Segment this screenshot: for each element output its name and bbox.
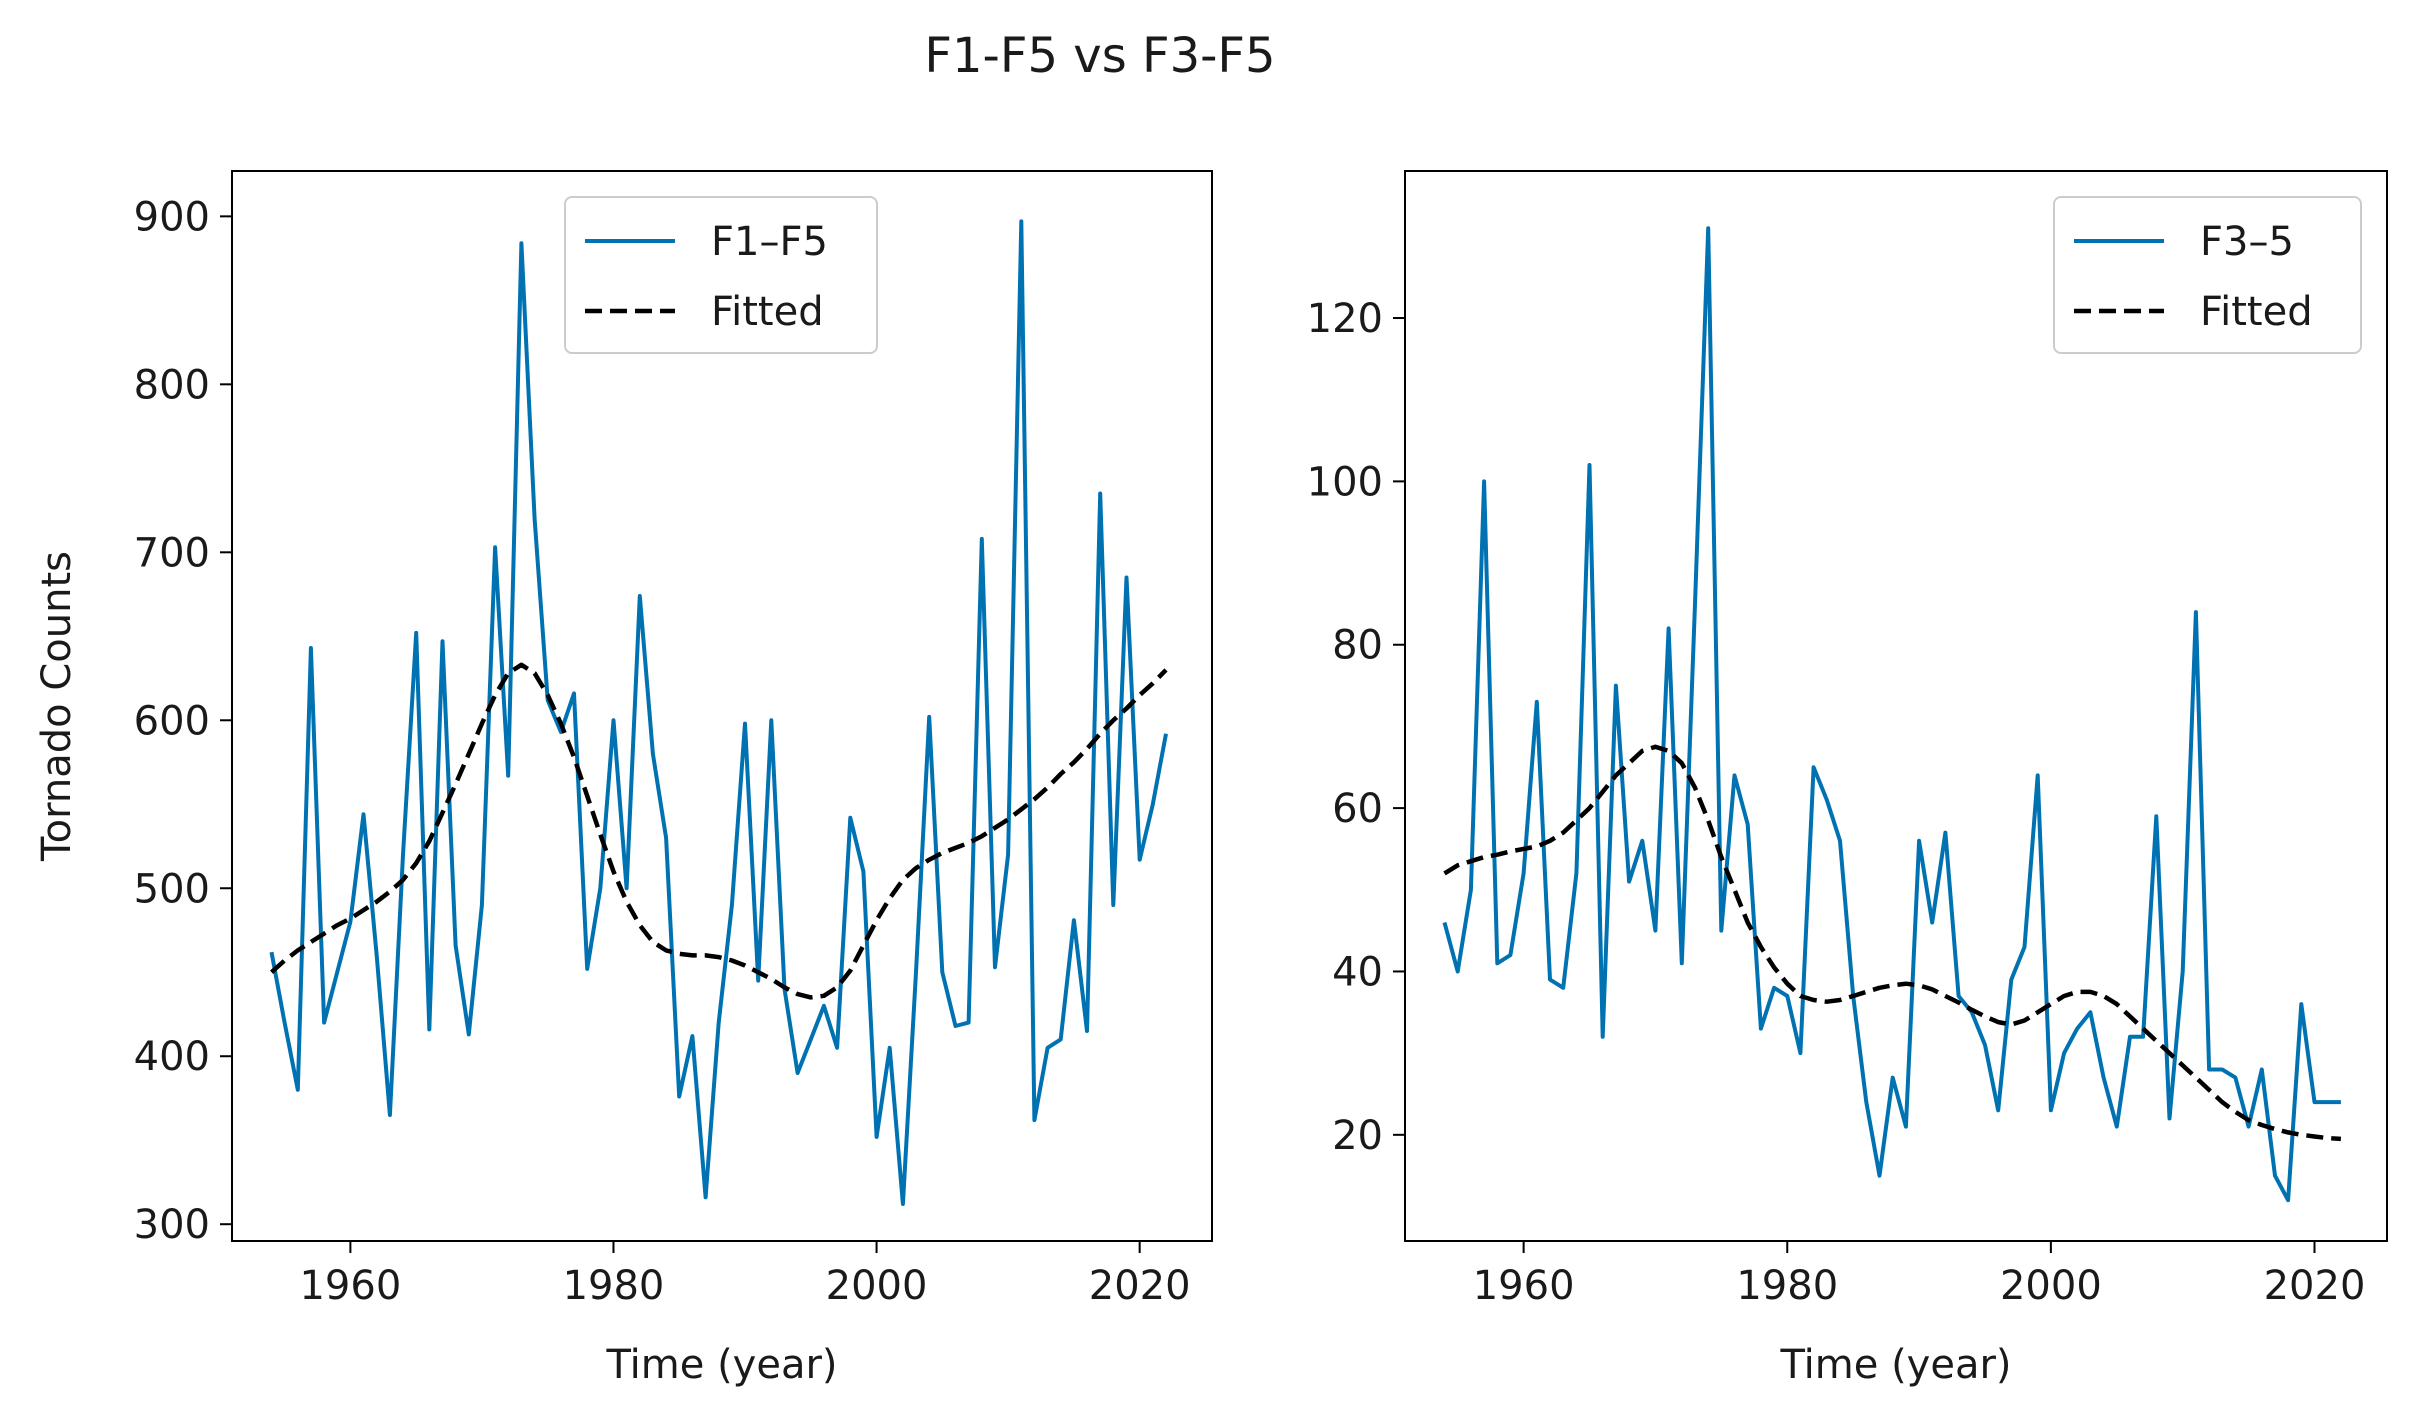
c0-legend-box (564, 196, 878, 354)
c1-legend-label-observed: F3–5 (2200, 219, 2294, 265)
c1-xtick-label-2020: 2020 (2264, 1263, 2366, 1309)
c1-xtick-label-1960: 1960 (1473, 1263, 1575, 1309)
c0-series-observed-line (269, 219, 1168, 1206)
c0-xtick-label-2020: 2020 (1089, 1263, 1191, 1309)
c0-ytick-label-600: 600 (134, 698, 210, 744)
c0-x-axis-label: Time (year) (605, 1342, 837, 1388)
c1-xtick-label-2000: 2000 (2000, 1263, 2102, 1309)
c0-legend: F1–F5 Fitted (564, 196, 878, 354)
c1-legend-box (2053, 196, 2362, 354)
c0-series-fitted-line (270, 662, 1168, 1000)
c0-legend-label-fitted: Fitted (711, 289, 824, 335)
c1-ytick-label-100: 100 (1307, 459, 1383, 505)
c1-ytick-label-60: 60 (1332, 786, 1383, 832)
c1-x-axis-label: Time (year) (1779, 1342, 2011, 1388)
c0-xtick-label-1980: 1980 (563, 1263, 665, 1309)
c1-ytick-label-80: 80 (1332, 623, 1383, 669)
c0-ytick-label-900: 900 (134, 194, 210, 240)
figure-title: F1-F5 vs F3-F5 (924, 28, 1275, 84)
c0-ytick-label-400: 400 (134, 1034, 210, 1080)
c0-y-axis-label: Tornado Counts (34, 551, 80, 862)
c0-axes-frame (231, 170, 1213, 1242)
c1-axes-frame (1404, 170, 2388, 1242)
c0-xtick-label-1960: 1960 (299, 1263, 401, 1309)
c0-legend-label-observed: F1–F5 (711, 219, 828, 265)
c0-xtick-label-2000: 2000 (826, 1263, 928, 1309)
c1-ytick-label-20: 20 (1332, 1113, 1383, 1159)
c0-ytick-label-800: 800 (134, 362, 210, 408)
c1-xtick-label-1980: 1980 (1736, 1263, 1838, 1309)
c0-ytick-label-300: 300 (134, 1202, 210, 1248)
c1-series-fitted-line (1443, 744, 2342, 1142)
c0-ytick-label-500: 500 (134, 866, 210, 912)
left-panel: 1960 1980 2000 2020 300 400 500 600 700 800 900 Tim… (34, 170, 1213, 1388)
c1-ytick-label-120: 120 (1307, 296, 1383, 342)
c0-ytick-label-700: 700 (134, 530, 210, 576)
c1-legend: F3–5 Fitted (2053, 196, 2362, 354)
c1-legend-label-fitted: Fitted (2200, 289, 2313, 335)
c1-ytick-label-40: 40 (1332, 949, 1383, 995)
c1-series-observed-line (1442, 226, 2341, 1203)
